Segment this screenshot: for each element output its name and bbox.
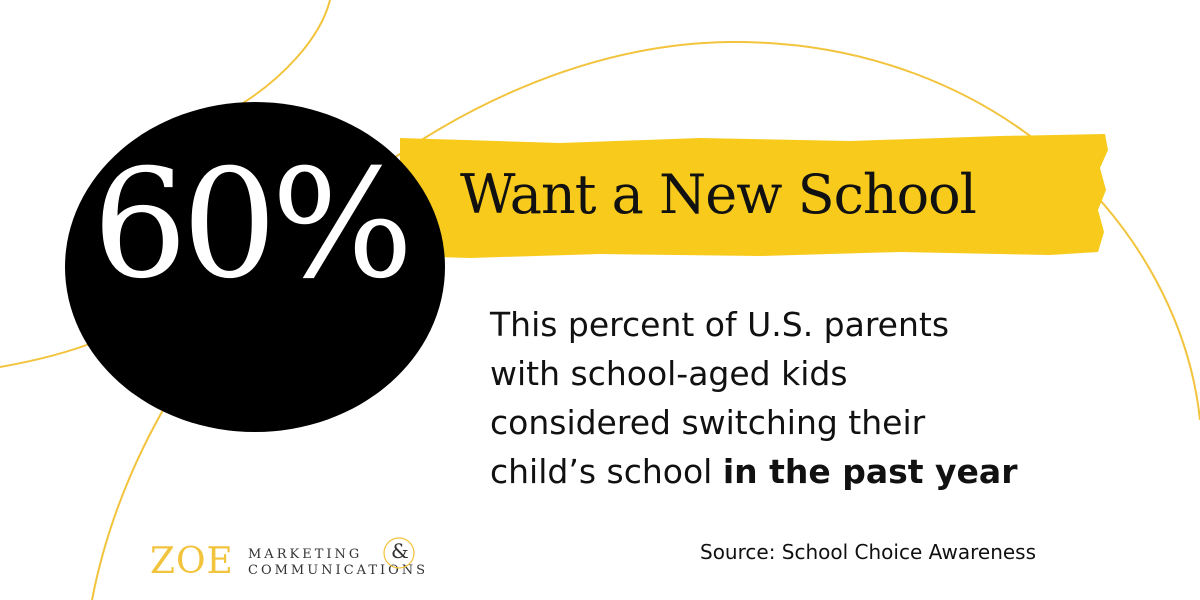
body-emphasis: in the past year [722, 452, 1018, 491]
yellow-brush-stroke [400, 134, 1108, 258]
body-text: This percent of U.S. parents with school… [490, 300, 1050, 496]
body-line: considered switching their [490, 403, 926, 442]
headline: Want a New School [460, 163, 977, 226]
logo-line-communications: COMMUNICATIONS [248, 563, 429, 578]
logo-line-marketing: MARKETING [248, 547, 363, 562]
company-logo: ZOE MARKETING COMMUNICATIONS & [150, 535, 470, 585]
body-line: with school-aged kids [490, 354, 848, 393]
stat-value: 60% [92, 138, 413, 312]
source-citation: Source: School Choice Awareness [700, 540, 1037, 564]
body-line: This percent of U.S. parents [490, 305, 950, 344]
body-line: child’s school [490, 452, 723, 491]
logo-ampersand-circle [383, 537, 415, 569]
body-line-last: child’s school in the past year [490, 447, 1050, 496]
logo-ampersand: & [391, 539, 409, 563]
decorative-arc-top [239, 0, 331, 106]
logo-wordmark: ZOE [150, 541, 234, 582]
stat-circle [63, 100, 447, 434]
